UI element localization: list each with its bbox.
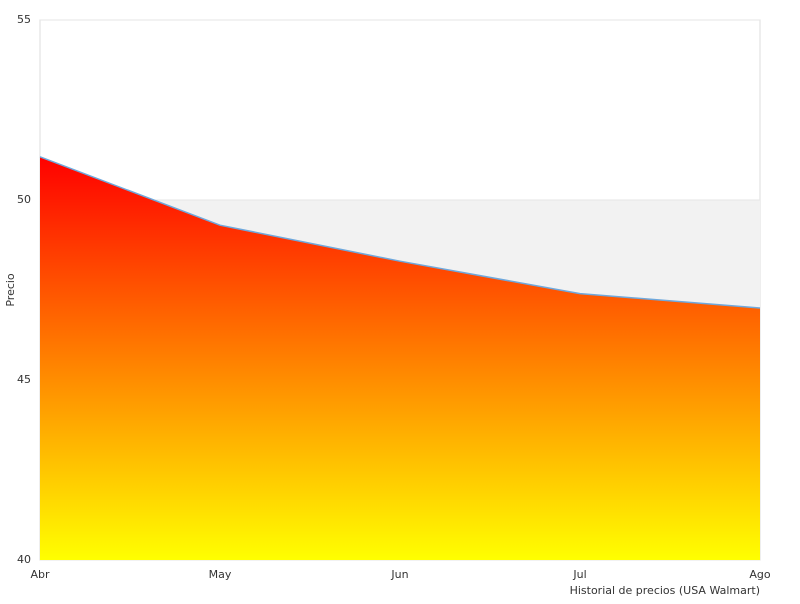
x-tick-label: Ago — [749, 568, 771, 581]
y-tick-label: 40 — [17, 553, 31, 566]
x-axis-label: Historial de precios (USA Walmart) — [570, 584, 760, 597]
y-tick-label: 50 — [17, 193, 31, 206]
line — [39, 156, 761, 309]
x-tick-label: Abr — [30, 568, 50, 581]
area — [40, 156, 760, 561]
y-tick-label: 45 — [17, 373, 31, 386]
y-tick-label: 55 — [17, 13, 31, 26]
x-tick-label: Jun — [390, 568, 408, 581]
y-axis-label: Precio — [4, 273, 17, 307]
x-tick-label: Jul — [572, 568, 586, 581]
x-tick-label: May — [209, 568, 232, 581]
